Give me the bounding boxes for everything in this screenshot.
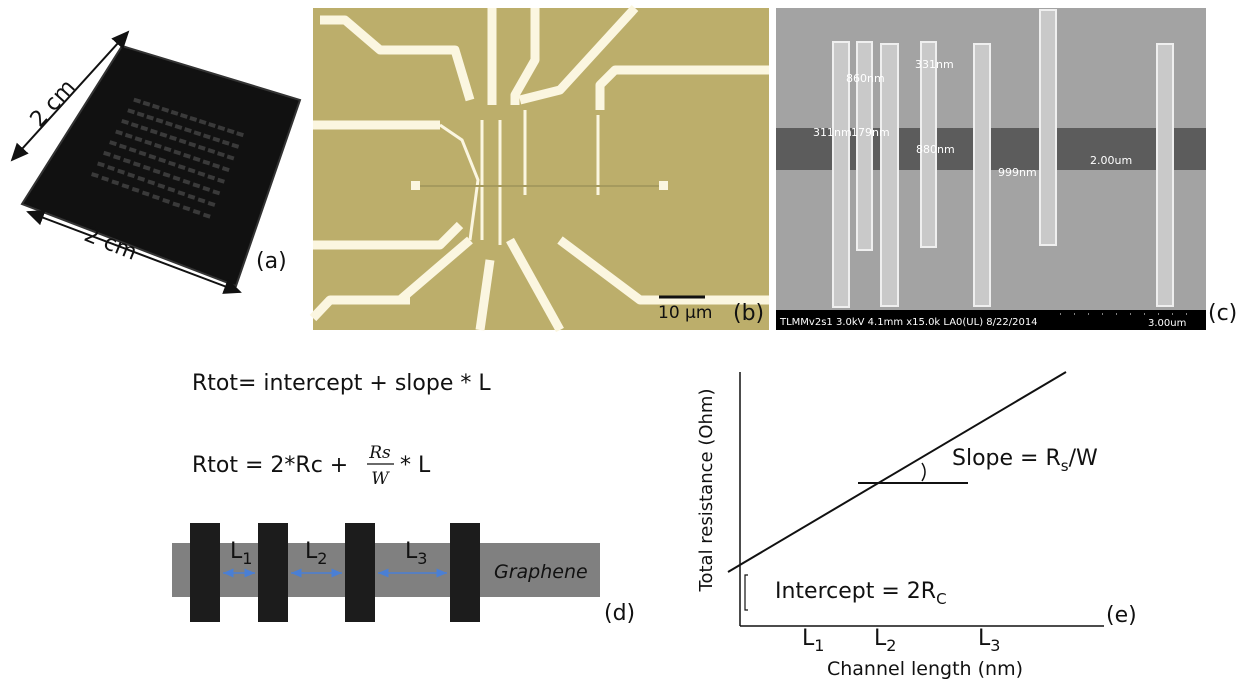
denominator: W [371, 469, 390, 489]
x-axis-label: Channel length (nm) [827, 658, 1023, 680]
numerator: Rs [368, 443, 391, 463]
optical-image [313, 8, 769, 330]
angle-arc [922, 463, 925, 481]
panel-e: Slope = Rs/W Intercept = 2RC Total resis… [696, 372, 1137, 680]
material-label: Graphene [494, 561, 588, 583]
info-text: TLMMv2s1 3.0kV 4.1mm x15.0k LA0(UL) 8/22… [779, 317, 1038, 328]
panel-label: (b) [733, 301, 764, 326]
panel-a: 2 cm 2 cm (a) [12, 32, 300, 292]
y-axis-label: Total resistance (Ohm) [696, 389, 717, 593]
scale-label: 3.00um [1148, 318, 1186, 329]
equation: Rtot = 2*Rc + [192, 453, 348, 478]
panel-label: (d) [604, 601, 635, 626]
panel-label: (a) [256, 249, 287, 274]
fit-line [728, 372, 1066, 572]
measurement: 331nm [915, 58, 954, 71]
intercept-label: Intercept = 2RC [775, 579, 947, 608]
measurement: 860nm [846, 72, 885, 85]
equation: Rtot= intercept + slope * L [192, 371, 491, 396]
measurement: 311nm [813, 126, 852, 139]
panel-d: Rtot= intercept + slope * L Rtot = 2*Rc … [172, 371, 635, 626]
pad [659, 181, 668, 190]
intercept-bracket [745, 575, 748, 610]
measurement: 999nm [998, 166, 1037, 179]
x-mark: L1 [802, 626, 824, 655]
scale-label: 10 μm [658, 303, 712, 323]
slope-label: Slope = Rs/W [952, 446, 1098, 475]
x-mark: L2 [874, 626, 896, 655]
x-mark: L3 [978, 626, 1000, 655]
pad [411, 181, 420, 190]
figure: 2 cm 2 cm (a) [0, 0, 1242, 686]
panel-c: 860nm 331nm 311nm 179nm 880nm 999nm 2.00… [776, 8, 1237, 330]
panel-label: (c) [1208, 301, 1237, 326]
equation: * L [400, 453, 431, 478]
panel-b: 10 μm (b) [313, 8, 769, 330]
panel-label: (e) [1106, 603, 1137, 628]
measurement: 2.00um [1090, 154, 1132, 167]
measurement: 179nm [851, 126, 890, 139]
measurement: 880nm [916, 143, 955, 156]
